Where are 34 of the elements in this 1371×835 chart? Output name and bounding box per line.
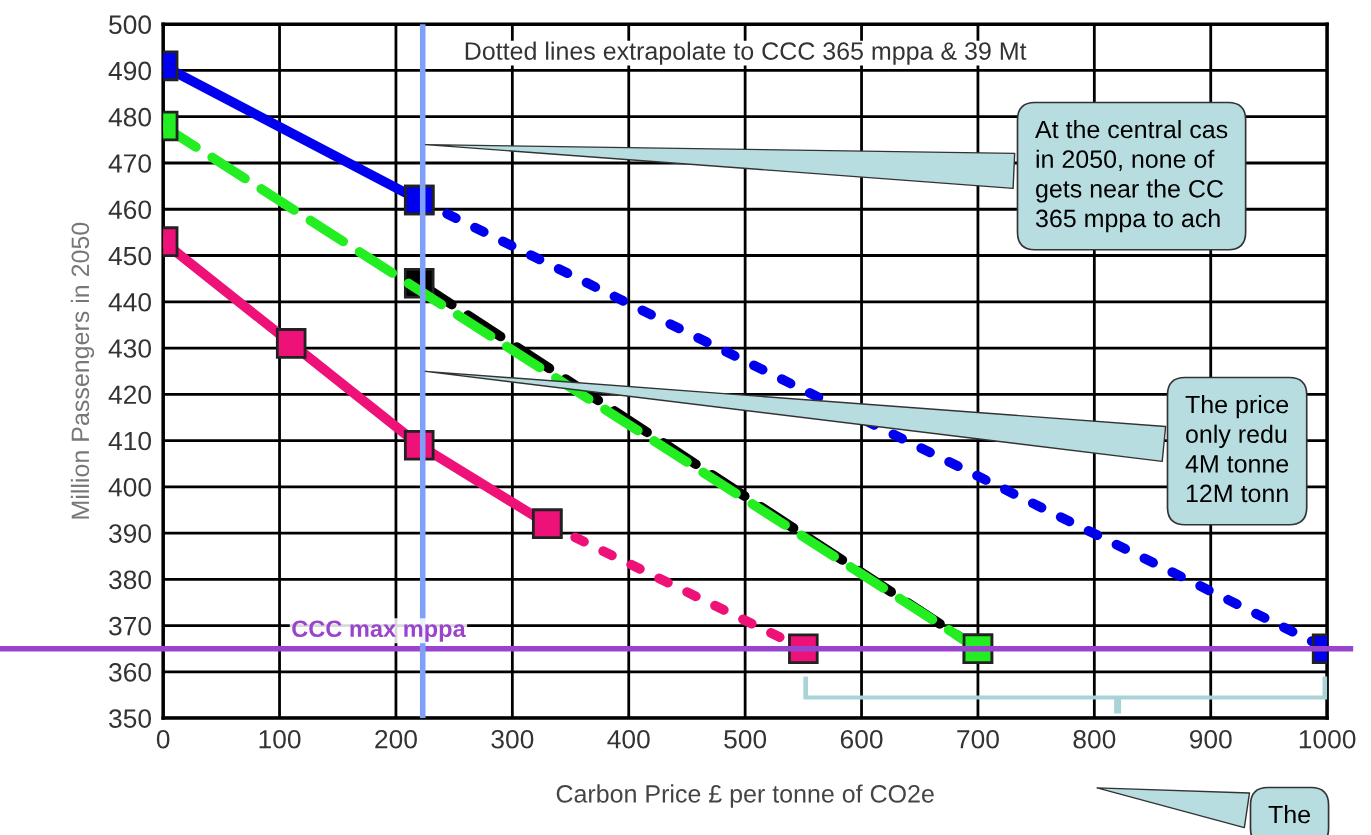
- y-tick-label: 470: [108, 154, 152, 173]
- x-tick-label: 400: [607, 729, 650, 749]
- annotation: At the central cas in 2050, none of gets near the CC 365 mppa to ach: [1035, 120, 1228, 233]
- annotation: The price only redu 4M tonne 12M tonn: [1185, 395, 1289, 503]
- x-tick-label: 700: [957, 729, 999, 749]
- annotation: Dotted lines extrapolate to CCC 365 mppa & 39 Mt: [465, 41, 1027, 65]
- x-tick-label: 800: [1073, 729, 1116, 749]
- x-tick-label: 200: [375, 729, 417, 749]
- x-tick-label: 300: [491, 729, 534, 749]
- x-tick-label: 600: [840, 729, 883, 749]
- y-tick-label: 440: [108, 292, 152, 312]
- y-tick-label: 480: [108, 107, 152, 127]
- y-tick-label: 390: [109, 524, 152, 543]
- y-tick-label: 360: [109, 662, 152, 682]
- y-tick-label: 490: [108, 61, 152, 81]
- y-tick-label: 460: [108, 200, 152, 220]
- x-tick-label: 1000: [1299, 729, 1356, 749]
- y-tick-label: 430: [108, 339, 152, 358]
- text: The: [1268, 805, 1310, 824]
- y-tick-label: 420: [108, 385, 152, 405]
- x-axis-title: Carbon Price £ per tonne of CO2e: [556, 784, 934, 808]
- y-tick-label: 410: [108, 431, 152, 451]
- y-tick-label: 500: [109, 15, 152, 35]
- x-tick-label: 100: [259, 729, 301, 749]
- y-tick-label: 370: [109, 616, 152, 636]
- y-tick-label: 380: [109, 570, 152, 590]
- y-tick-label: 450: [108, 246, 152, 266]
- x-tick-label: 900: [1189, 729, 1232, 749]
- y-tick-label: 350: [109, 709, 152, 728]
- y-tick-label: 400: [108, 477, 152, 497]
- ref-line-label: CCC max mppa: [292, 620, 466, 642]
- x-tick-label: 0: [156, 729, 170, 749]
- y-axis-title: Million Passengers in 2050: [70, 222, 95, 519]
- x-tick-label: 500: [724, 729, 767, 749]
